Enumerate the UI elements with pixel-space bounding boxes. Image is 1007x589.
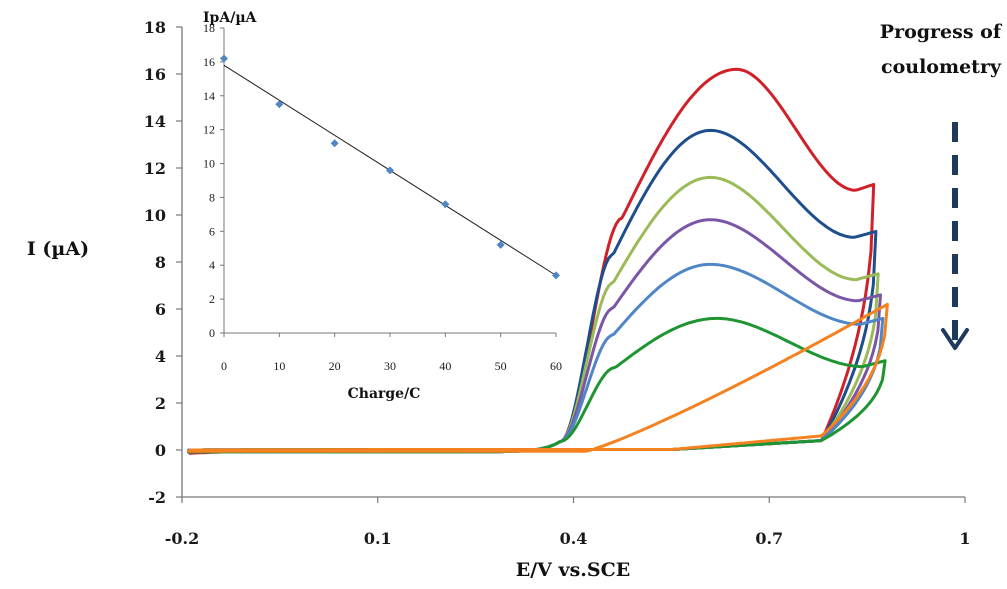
y-tick-label: -2: [148, 488, 166, 507]
cv-curve-7: [187, 302, 889, 453]
inset-y-tick-label: 8: [209, 190, 215, 204]
y-tick-label: 10: [144, 206, 166, 225]
x-tick-label: -0.2: [165, 529, 199, 548]
inset-y-tick-label: 18: [203, 21, 215, 35]
inset-x-axis-label: Charge/C: [348, 386, 421, 402]
inset-y-tick-label: 12: [203, 123, 215, 137]
inset-y-tick-label: 0: [209, 326, 215, 340]
inset-x-tick-label: 30: [384, 359, 396, 373]
y-tick-label: 0: [155, 441, 166, 460]
x-tick-label: 0.4: [560, 529, 588, 548]
inset-x-tick-label: 10: [273, 359, 285, 373]
progress-annotation: Progress of coulometry: [880, 21, 1003, 350]
inset-x-tick-label: 20: [329, 359, 341, 373]
arrow-down-icon: [941, 328, 969, 350]
y-tick-label: 6: [155, 300, 166, 319]
y-tick-label: 18: [144, 18, 166, 37]
inset-x-tick-label: 50: [495, 359, 507, 373]
inset-x-tick-label: 0: [221, 359, 227, 373]
inset-data-point: [275, 100, 284, 109]
y-tick-label: 8: [155, 253, 166, 272]
y-tick-label: 14: [144, 112, 166, 131]
inset-y-tick-label: 10: [203, 157, 215, 171]
inset-x-tick-label: 40: [439, 359, 451, 373]
inset-chart: 0 2 4 6 8 10 12 14 16 18 0 10 20 30 40 50 60 IpA/µA Charge…: [200, 10, 572, 406]
inset-data-point: [220, 54, 228, 63]
x-axis-label: E/V vs.SCE: [516, 559, 630, 581]
inset-title: IpA/µA: [203, 10, 258, 26]
inset-data-point: [386, 166, 394, 175]
inset-y-tick-label: 14: [203, 89, 215, 103]
x-tick-label: 0.1: [364, 529, 392, 548]
y-tick-label: 12: [144, 159, 166, 178]
annotation-line-1: Progress of: [880, 21, 1003, 43]
y-tick-label: 2: [155, 394, 166, 413]
x-tick-label: 1: [959, 529, 970, 548]
inset-y-tick-label: 16: [203, 55, 215, 69]
x-tick-label: 0.7: [755, 529, 783, 548]
annotation-line-2: coulometry: [881, 56, 1002, 78]
inset-data-point: [330, 139, 339, 148]
y-tick-label: 4: [155, 347, 166, 366]
inset-y-tick-label: 4: [209, 258, 215, 272]
axis-labels: E/V vs.SCE I (µA): [27, 238, 630, 581]
inset-x-tick-label: 60: [550, 359, 562, 373]
inset-data-point: [496, 240, 505, 249]
y-tick-label: 16: [144, 65, 166, 84]
main-axes: -2 0 2 4 6 8 10 12 14 16 18 -0.2 0.1 0.4 0.7 1: [144, 18, 971, 548]
main-series-group: [187, 67, 889, 455]
inset-data-point: [441, 200, 450, 209]
y-axis-label: I (µA): [27, 238, 89, 260]
inset-y-tick-label: 2: [209, 292, 215, 306]
inset-background: [200, 14, 572, 406]
inset-data-point: [552, 271, 560, 280]
inset-y-tick-label: 6: [209, 224, 215, 238]
